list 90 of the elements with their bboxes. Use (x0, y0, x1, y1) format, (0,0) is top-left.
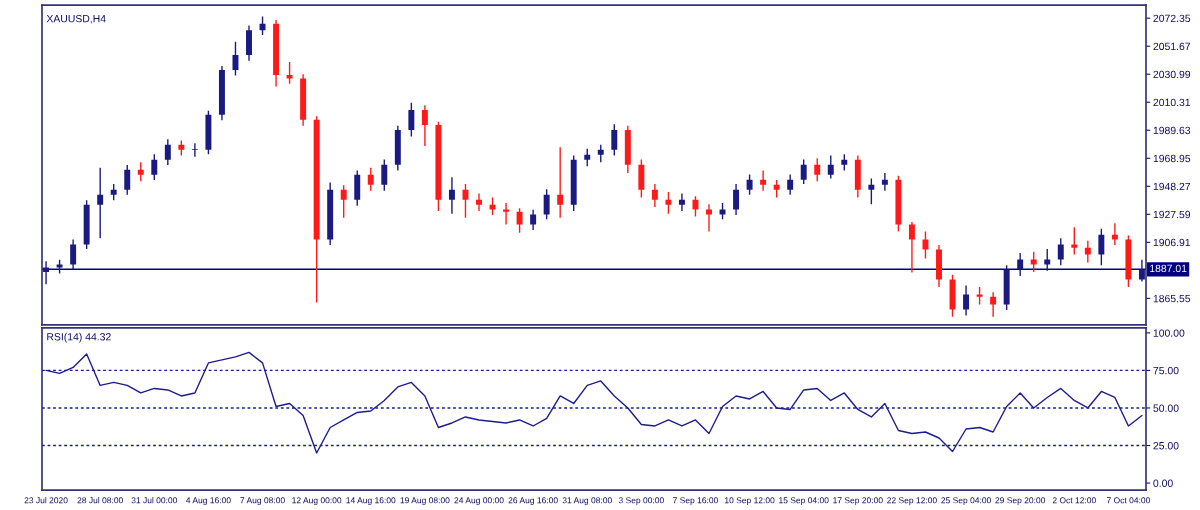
candlestick (1098, 227, 1105, 266)
y-tick-label: 1927.59 (1153, 210, 1191, 219)
candlestick (760, 169, 767, 192)
candlestick (259, 15, 266, 36)
candlestick (448, 176, 455, 215)
y-tick-label: 75.00 (1153, 366, 1179, 375)
candlestick (462, 183, 469, 219)
chart-title: RSI(14) 44.32 (47, 332, 111, 343)
x-tick-label: 23 Jul 2020 (24, 497, 68, 504)
x-tick-label: 22 Sep 12:00 (887, 497, 937, 505)
candlestick (232, 40, 239, 77)
y-tick-label: 1989.63 (1153, 126, 1191, 135)
candlestick (557, 146, 564, 219)
candlestick (651, 183, 658, 208)
x-tick-label: 31 Aug 08:00 (562, 497, 612, 505)
candlestick (340, 184, 347, 219)
y-tick-label: 0.00 (1153, 479, 1173, 487)
x-tick-label: 19 Aug 08:00 (400, 497, 450, 505)
ref-line-label: 1887.01 (1150, 264, 1187, 273)
line-series (45, 351, 1143, 454)
candlestick (827, 154, 834, 180)
x-tick-label: 3 Sep 00:00 (618, 497, 664, 505)
y-tick-label: 1906.91 (1153, 238, 1191, 247)
y-tick-label: 2072.35 (1153, 14, 1191, 23)
y-tick-label: 1948.27 (1153, 182, 1191, 191)
candlestick (1017, 252, 1024, 277)
candlestick (787, 173, 794, 196)
y-tick-label: 1968.95 (1153, 154, 1191, 163)
y-tick-label: 50.00 (1153, 404, 1179, 412)
candlestick (543, 188, 550, 220)
text: XAUUSD,H4 (46, 14, 106, 24)
y-tick-label: 2051.67 (1153, 42, 1191, 51)
x-tick-label: 31 Jul 00:00 (131, 497, 178, 504)
candlestick (151, 153, 158, 181)
candlestick (381, 158, 388, 192)
candlestick (881, 172, 888, 192)
x-tick-label: 15 Sep 04:00 (779, 497, 829, 505)
x-tick-label: 7 Sep 16:00 (673, 497, 718, 505)
candlestick (746, 173, 753, 196)
candlestick (191, 142, 198, 158)
candlestick (1057, 237, 1064, 266)
candlestick (706, 203, 712, 233)
y-tick-label: 1865.55 (1153, 294, 1191, 303)
x-tick-label: 26 Aug 16:00 (508, 497, 558, 505)
candlestick (286, 61, 293, 85)
candlestick (733, 183, 740, 216)
x-tick-label: 14 Aug 16:00 (346, 497, 396, 505)
candlestick (678, 192, 685, 212)
candlestick (800, 158, 807, 185)
x-tick-label: 28 Jul 08:00 (77, 497, 123, 504)
candlestick (814, 157, 821, 182)
candlestick (665, 191, 672, 215)
candlestick (124, 164, 131, 196)
candlestick (503, 202, 510, 226)
candlestick (421, 104, 428, 147)
candlestick (908, 221, 915, 274)
x-tick-label: 29 Sep 20:00 (995, 497, 1046, 505)
y-tick-label: 2010.31 (1153, 98, 1191, 107)
candlestick (692, 195, 699, 218)
x-tick-label: 25 Sep 04:00 (941, 497, 991, 505)
candlestick (70, 238, 77, 271)
candlestick (530, 209, 537, 231)
candlestick (1071, 226, 1078, 256)
y-tick-label: 2030.99 (1153, 70, 1191, 79)
x-tick-label: 7 Oct 04:00 (1106, 497, 1150, 504)
y-tick-label: 25.00 (1153, 442, 1179, 450)
candlestick (1111, 222, 1118, 246)
x-tick-label: 12 Aug 00:00 (292, 497, 342, 505)
x-tick-label: 4 Aug 16:00 (185, 497, 231, 505)
x-tick-label: 17 Sep 20:00 (833, 497, 883, 505)
candlestick (408, 101, 415, 138)
candlestick (516, 207, 523, 234)
candlestick (990, 291, 997, 318)
candlestick (611, 123, 618, 157)
candlestick (97, 166, 104, 239)
candlestick (963, 284, 970, 317)
candlestick (922, 230, 929, 260)
x-tick-label: 2 Oct 12:00 (1052, 497, 1096, 504)
x-tick-label: 10 Sep 12:00 (725, 497, 775, 505)
candlestick (367, 166, 374, 192)
candlestick (164, 138, 171, 166)
candlestick (476, 192, 482, 212)
candlestick (1084, 240, 1091, 264)
candlestick (43, 260, 50, 285)
x-tick-label: 7 Aug 08:00 (240, 497, 285, 505)
y-tick-label: 100.00 (1153, 329, 1185, 337)
candlestick (868, 177, 875, 205)
candlestick (1138, 259, 1145, 283)
candlestick (137, 161, 144, 182)
x-tick-label: 24 Aug 00:00 (454, 497, 504, 505)
